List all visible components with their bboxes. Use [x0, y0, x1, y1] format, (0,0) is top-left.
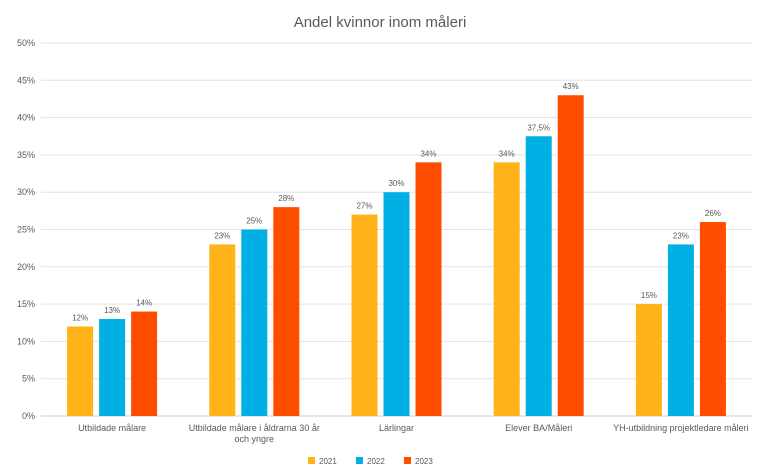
- data-label: 14%: [136, 299, 152, 308]
- data-label: 34%: [420, 149, 436, 158]
- bar: [667, 244, 694, 416]
- legend-label: 2021: [319, 457, 337, 466]
- x-category-label: Utbildade målare i åldrarna 30 år: [189, 423, 320, 433]
- bar: [273, 207, 300, 416]
- bar: [493, 162, 520, 416]
- data-label: 43%: [563, 82, 579, 91]
- data-label: 37,5%: [527, 123, 550, 132]
- x-category-label: YH-utbildning projektledare måleri: [613, 423, 749, 433]
- data-label: 15%: [641, 291, 657, 300]
- legend-swatch: [356, 457, 363, 464]
- bar: [557, 95, 584, 416]
- legend-label: 2023: [415, 457, 433, 466]
- bar: [635, 304, 662, 416]
- y-tick-label: 0%: [22, 411, 35, 421]
- legend-swatch: [404, 457, 411, 464]
- y-tick-label: 20%: [17, 262, 35, 272]
- x-category-label: och yngre: [235, 434, 275, 444]
- data-label: 27%: [356, 202, 372, 211]
- data-label: 30%: [388, 179, 404, 188]
- bar: [415, 162, 442, 416]
- bar: [99, 319, 126, 416]
- data-label: 25%: [246, 217, 262, 226]
- y-tick-label: 35%: [17, 150, 35, 160]
- bar: [131, 311, 158, 416]
- y-tick-label: 30%: [17, 187, 35, 197]
- data-label: 23%: [673, 231, 689, 240]
- y-axis-ticks: 0% 5% 10% 15% 20% 25% 30% 35% 40% 45% 50%: [17, 38, 35, 421]
- legend-swatch: [308, 457, 315, 464]
- legend: 2021 2022 2023: [308, 457, 433, 466]
- data-label: 26%: [705, 209, 721, 218]
- x-category-label: Utbildade målare: [78, 423, 146, 433]
- chart-title: Andel kvinnor inom måleri: [294, 14, 467, 31]
- bar: [351, 214, 378, 416]
- y-tick-label: 45%: [17, 75, 35, 85]
- bar: [67, 326, 94, 416]
- x-axis-categories: Utbildade målare Utbildade målare i åldra…: [78, 423, 749, 444]
- bar: [525, 136, 552, 416]
- y-tick-label: 15%: [17, 299, 35, 309]
- data-label: 23%: [214, 231, 230, 240]
- y-tick-label: 10%: [17, 336, 35, 346]
- legend-label: 2022: [367, 457, 385, 466]
- bar: [209, 244, 236, 416]
- data-label: 28%: [278, 194, 294, 203]
- y-tick-label: 5%: [22, 374, 35, 384]
- bar: [241, 229, 268, 416]
- y-tick-label: 40%: [17, 113, 35, 123]
- y-tick-label: 50%: [17, 38, 35, 48]
- x-category-label: Elever BA/Måleri: [505, 423, 572, 433]
- x-category-label: Lärlingar: [379, 423, 414, 433]
- data-label: 12%: [72, 313, 88, 322]
- y-tick-label: 25%: [17, 225, 35, 235]
- data-labels: 12% 13% 14% 23% 25% 28% 27% 30% 34% 34% 37,5% 43% 15…: [72, 82, 721, 322]
- bars: [67, 95, 726, 416]
- data-label: 13%: [104, 306, 120, 315]
- bar: [383, 192, 410, 416]
- data-label: 34%: [499, 149, 515, 158]
- bar: [699, 222, 726, 416]
